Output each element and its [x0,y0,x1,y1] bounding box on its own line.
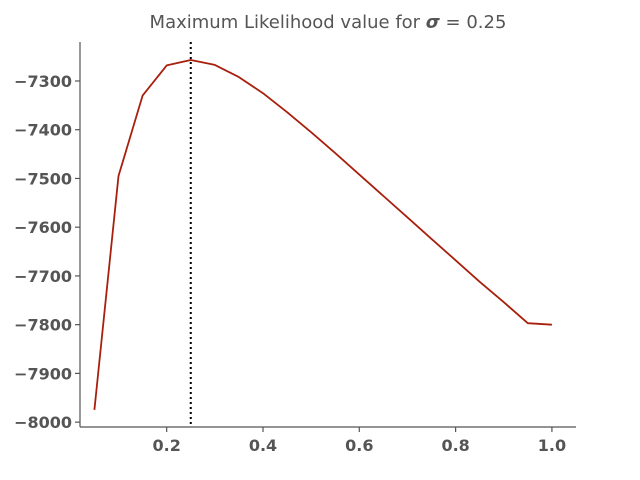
plot-layer [93,42,552,427]
x-tick-label: 0.8 [441,436,469,455]
chart-title-prefix: Maximum Likelihood value for [150,12,426,33]
likelihood-series-line [93,59,552,410]
chart-title: Maximum Likelihood value for σ = 0.25 [150,12,507,33]
y-tick-label: −7900 [14,364,72,383]
x-tick-label: 0.2 [153,436,181,455]
y-tick-label: −7400 [14,121,72,140]
y-tick-label: −7700 [14,267,72,286]
ticks-layer: −7300 −7400 −7500 −7600 −7700 −7800 −7900 −8000… [14,72,566,455]
x-tick-label: 0.6 [345,436,373,455]
y-tick-label: −8000 [14,413,72,432]
x-tick-label: 0.4 [249,436,277,455]
y-tick-label: −7800 [14,316,72,335]
chart-title-symbol: σ [426,12,441,33]
chart-title-suffix: = 0.25 [440,12,507,33]
y-tick-label: −7500 [14,169,72,188]
y-tick-label: −7600 [14,218,72,237]
x-tick-label: 1.0 [538,436,566,455]
y-tick-label: −7300 [14,72,72,91]
